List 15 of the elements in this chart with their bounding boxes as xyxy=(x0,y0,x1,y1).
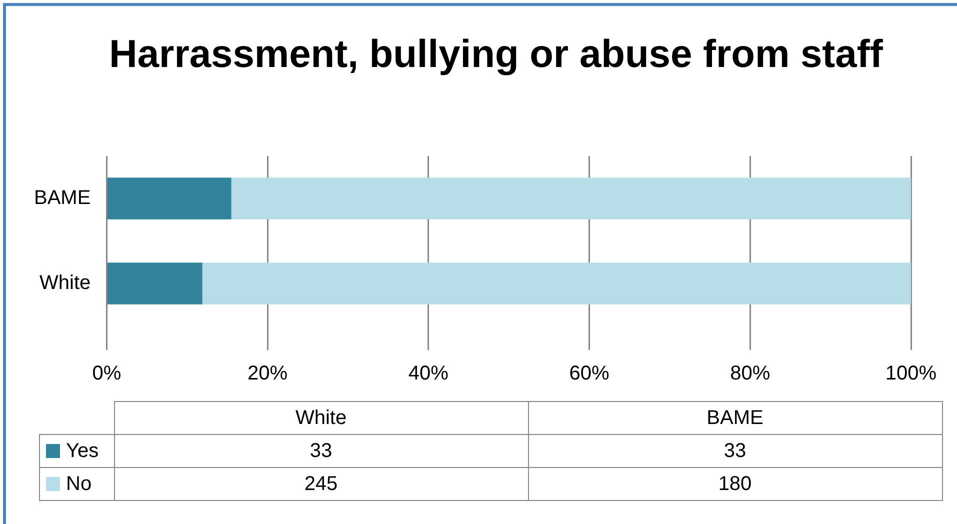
legend-label: No xyxy=(40,468,114,500)
x-tick-label: 40% xyxy=(408,362,449,385)
x-tick-label: 80% xyxy=(730,362,770,385)
category-label: White xyxy=(114,402,528,434)
x-tick-label: 20% xyxy=(248,362,288,385)
x-tick-label: 100% xyxy=(885,362,937,385)
data-label: 180 xyxy=(528,468,942,500)
data-label: 33 xyxy=(528,434,942,468)
category-label: BAME xyxy=(528,402,942,434)
x-tick-label: 60% xyxy=(569,362,610,385)
data-label: 245 xyxy=(114,468,528,500)
x-tick-label: 0% xyxy=(92,362,122,385)
chart-title: Harrassment, bullying or abuse from staff xyxy=(108,32,884,78)
data-label: 33 xyxy=(114,434,528,468)
legend-label: Yes xyxy=(40,434,114,468)
